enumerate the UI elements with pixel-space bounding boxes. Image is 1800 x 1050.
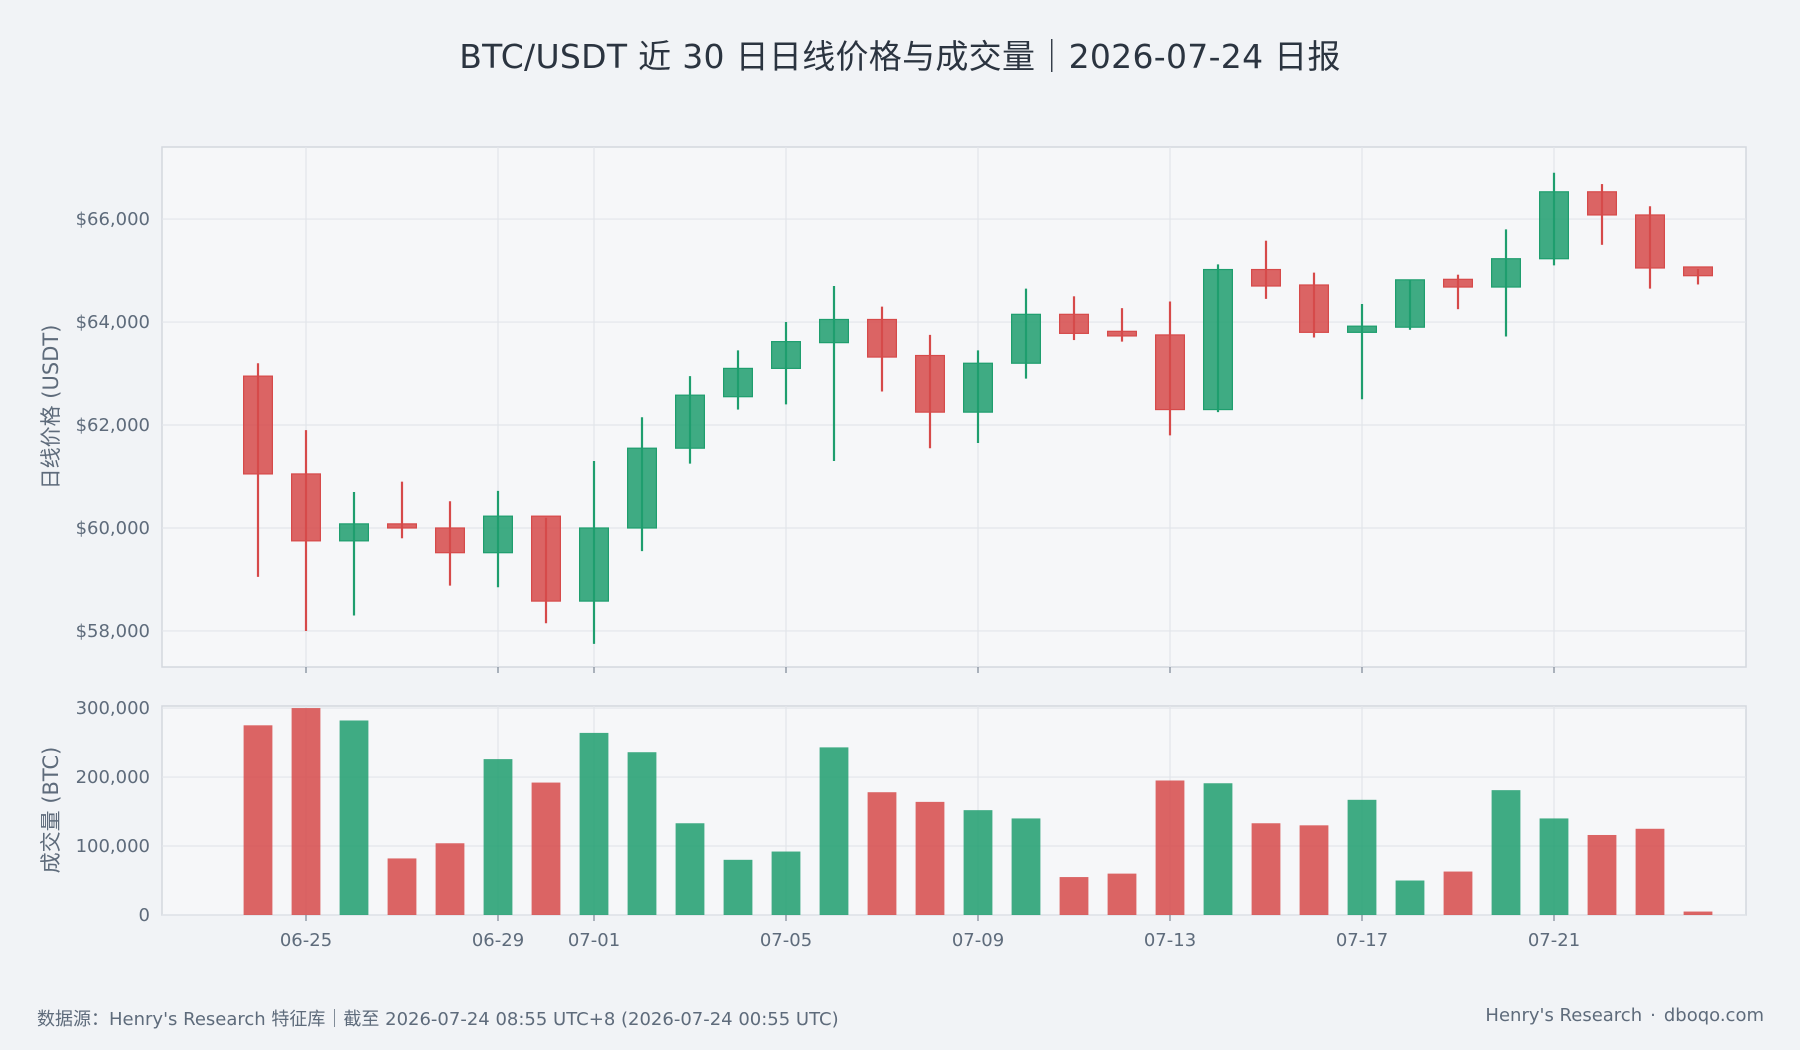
x-tick-label: 07-01 bbox=[568, 930, 620, 951]
footer-site-link[interactable]: dboqo.com bbox=[1663, 1005, 1764, 1026]
volume-bar bbox=[1635, 828, 1665, 915]
volume-panel bbox=[161, 705, 1747, 916]
axes: $58,000 $60,000 $62,000 $64,000 $66,000 0 100,… bbox=[76, 209, 1581, 951]
candle-body bbox=[866, 318, 897, 358]
chart-title: BTC/USDT 近 30 日日线价格与成交量｜2026-07-24 日报 bbox=[459, 37, 1341, 76]
x-tick-label: 06-29 bbox=[472, 930, 524, 951]
candle-body bbox=[435, 527, 466, 554]
volume-tick-label: 0 bbox=[139, 905, 150, 926]
x-tick-label: 07-17 bbox=[1336, 930, 1388, 951]
candle-body bbox=[530, 515, 561, 602]
candle-body bbox=[1010, 313, 1041, 364]
candle-body bbox=[1058, 313, 1089, 334]
volume-bar bbox=[1011, 818, 1041, 915]
footer-credit: Henry's Research · dboqo.com bbox=[1485, 1005, 1764, 1026]
volume-bar bbox=[1539, 818, 1569, 915]
candle-body bbox=[243, 375, 274, 475]
chart-marks bbox=[243, 172, 1713, 915]
volume-bar bbox=[915, 801, 945, 915]
volume-bar bbox=[387, 858, 417, 915]
candle-body bbox=[770, 341, 801, 369]
candle-body bbox=[674, 394, 705, 449]
candle-body bbox=[722, 367, 753, 398]
candle-body bbox=[1106, 330, 1137, 337]
candle-body bbox=[1634, 214, 1665, 269]
price-tick-label: $58,000 bbox=[76, 621, 150, 642]
price-tick-label: $66,000 bbox=[76, 209, 150, 230]
volume-bar bbox=[291, 708, 321, 915]
candle-body bbox=[387, 523, 418, 529]
volume-bar bbox=[531, 782, 561, 915]
candle-body bbox=[962, 362, 993, 413]
candle-body bbox=[1202, 268, 1233, 411]
price-tick-label: $64,000 bbox=[76, 312, 150, 333]
x-tick-label: 06-25 bbox=[280, 930, 332, 951]
volume-bar bbox=[1347, 799, 1377, 915]
candle-body bbox=[914, 354, 945, 413]
candle-body bbox=[483, 515, 514, 554]
grid-lines bbox=[162, 147, 1746, 916]
candle-body bbox=[1442, 278, 1473, 288]
volume-bar bbox=[963, 810, 993, 915]
candle-body bbox=[626, 447, 657, 529]
footer-source: 数据源：Henry's Research 特征库｜截至 2026-07-24 0… bbox=[37, 1009, 839, 1030]
volume-tick-label: 200,000 bbox=[76, 767, 150, 788]
price-panel bbox=[161, 146, 1747, 668]
volume-bar bbox=[723, 859, 753, 915]
volume-bar bbox=[1587, 834, 1617, 915]
volume-bar bbox=[1059, 877, 1089, 915]
volume-bar bbox=[1683, 911, 1713, 915]
volume-tick-label: 300,000 bbox=[76, 698, 150, 719]
candle-body bbox=[578, 527, 609, 602]
volume-bar bbox=[1299, 825, 1329, 915]
volume-bar bbox=[1203, 783, 1233, 915]
candle-body bbox=[1490, 258, 1521, 288]
price-tick-label: $62,000 bbox=[76, 415, 150, 436]
candle-body bbox=[1538, 191, 1569, 260]
volume-bar bbox=[1443, 871, 1473, 915]
candle-body bbox=[1394, 279, 1425, 328]
candle-body bbox=[1586, 191, 1617, 216]
volume-bar bbox=[435, 843, 465, 915]
volume-bar bbox=[483, 759, 513, 915]
candle-body bbox=[1250, 268, 1281, 287]
candle-body bbox=[1682, 266, 1713, 277]
volume-axis-label: 成交量 (BTC) bbox=[39, 747, 63, 874]
candle-body bbox=[339, 523, 370, 542]
x-tick-label: 07-21 bbox=[1528, 930, 1580, 951]
candle-body bbox=[1298, 284, 1329, 333]
volume-bar bbox=[771, 851, 801, 915]
footer-separator: · bbox=[1650, 1005, 1656, 1026]
candle-body bbox=[1154, 334, 1185, 411]
volume-bar bbox=[339, 720, 369, 915]
price-axis-label: 日线价格 (USDT) bbox=[39, 325, 63, 490]
volume-bar bbox=[1155, 780, 1185, 915]
price-tick-label: $60,000 bbox=[76, 518, 150, 539]
volume-bar bbox=[1395, 880, 1425, 915]
volume-bar bbox=[867, 792, 897, 915]
candle-body bbox=[818, 318, 849, 344]
x-tick-label: 07-05 bbox=[760, 930, 812, 951]
volume-bar bbox=[1251, 823, 1281, 915]
volume-bar bbox=[627, 752, 657, 915]
volume-bar bbox=[1107, 873, 1137, 915]
candle-body bbox=[291, 473, 322, 542]
x-tick-label: 07-13 bbox=[1144, 930, 1196, 951]
candle-body bbox=[1346, 325, 1377, 333]
footer-brand: Henry's Research bbox=[1485, 1005, 1643, 1026]
volume-bar bbox=[1491, 790, 1521, 915]
volume-bar bbox=[675, 823, 705, 915]
x-tick-label: 07-09 bbox=[952, 930, 1004, 951]
volume-bar bbox=[243, 725, 273, 915]
volume-bar bbox=[579, 732, 609, 915]
volume-tick-label: 100,000 bbox=[76, 836, 150, 857]
volume-bar bbox=[819, 747, 849, 915]
